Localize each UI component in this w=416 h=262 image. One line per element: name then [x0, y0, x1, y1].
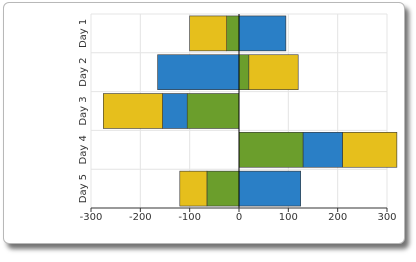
bar — [238, 54, 250, 90]
bar — [186, 93, 240, 129]
bar — [179, 170, 208, 207]
x-tick-label: 100 — [279, 212, 298, 223]
bar — [189, 15, 227, 52]
bar — [157, 54, 240, 90]
bar — [238, 132, 304, 168]
x-tick-label: 0 — [236, 212, 242, 223]
bar — [238, 170, 301, 207]
y-tick-label: Day 5 — [78, 174, 89, 203]
x-tick-label: 300 — [377, 212, 396, 223]
bar — [302, 132, 343, 168]
bar — [206, 170, 240, 207]
y-tick-label: Day 1 — [78, 19, 89, 48]
bar — [238, 15, 287, 52]
bar — [103, 93, 163, 129]
bar — [162, 93, 188, 129]
bar — [226, 15, 240, 52]
y-tick-label: Day 2 — [78, 58, 89, 87]
x-tick-label: -200 — [129, 212, 152, 223]
y-tick-label: Day 3 — [78, 96, 89, 125]
bar — [342, 132, 398, 168]
x-tick-label: -300 — [80, 212, 103, 223]
y-tick-label: Day 4 — [78, 135, 89, 164]
x-tick-label: 200 — [328, 212, 347, 223]
x-tick-label: -100 — [178, 212, 201, 223]
bar — [248, 54, 299, 90]
